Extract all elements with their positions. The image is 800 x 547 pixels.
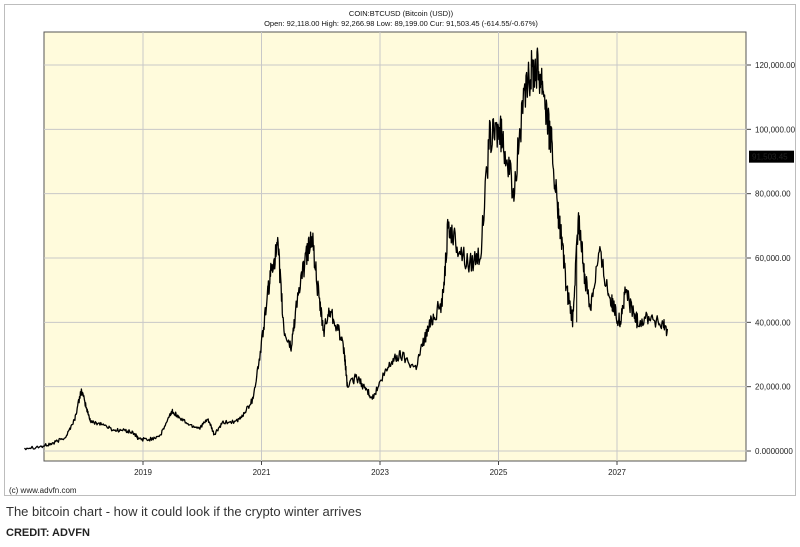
chart-stats-line: Open: 92,118.00 High: 92,266.98 Low: 89,… <box>264 19 538 28</box>
plot-area <box>43 31 747 462</box>
y-tick-label: 0.0000000 <box>755 447 793 456</box>
y-tick-label: 20,000.00 <box>755 383 791 392</box>
grid-lines <box>44 32 746 461</box>
chart-credit: CREDIT: ADVFN <box>6 527 90 539</box>
chart-caption: The bitcoin chart - how it could look if… <box>6 504 362 519</box>
series-layer <box>24 47 669 451</box>
x-tick-label: 2027 <box>608 468 626 477</box>
site-credit: (c) www.advfn.com <box>9 486 77 495</box>
y-tick-label: 40,000.00 <box>755 318 791 327</box>
x-tick-label: 2025 <box>490 468 508 477</box>
y-tick-label: 60,000.00 <box>755 254 791 263</box>
price-series-line <box>24 47 669 451</box>
axis-layer: 0.0000000 20,000.00 40,000.00 60,000.00 80,0… <box>134 61 795 477</box>
chart-symbol-line: COIN:BTCUSD (Bitcoin (USD)) <box>349 9 454 18</box>
y-tick-label: 80,000.00 <box>755 190 791 199</box>
current-value-label: 91,503.45 <box>752 153 788 162</box>
x-tick-label: 2023 <box>371 468 389 477</box>
chart-svg: COIN:BTCUSD (Bitcoin (USD)) Open: 92,118… <box>9 9 796 495</box>
chart-frame: COIN:BTCUSD (Bitcoin (USD)) Open: 92,118… <box>4 4 796 496</box>
x-tick-label: 2019 <box>134 468 152 477</box>
current-value-box <box>749 150 794 163</box>
y-tick-label: 100,000.00 <box>755 125 796 134</box>
y-tick-label: 120,000.00 <box>755 61 796 70</box>
x-tick-label: 2021 <box>253 468 271 477</box>
